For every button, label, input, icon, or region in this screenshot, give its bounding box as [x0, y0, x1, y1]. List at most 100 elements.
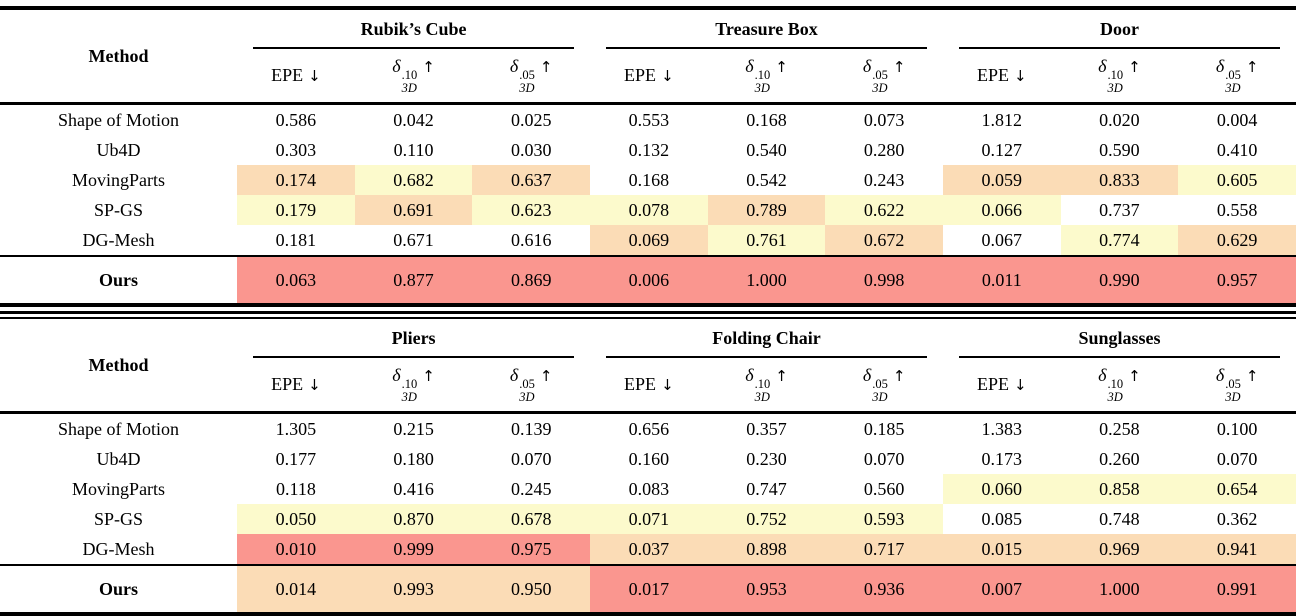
metric-column-header: δ .10 3D ↑: [1061, 358, 1179, 413]
metric-label-epe: EPE: [271, 374, 304, 394]
value-cell: 0.858: [1060, 474, 1179, 504]
delta-dimension: 3D: [872, 81, 888, 95]
value-cell: 0.017: [590, 565, 708, 614]
metric-column-header: EPE ↓: [237, 358, 355, 413]
value-cell: 0.410: [1216, 139, 1258, 160]
delta-dimension: 3D: [754, 81, 770, 95]
value-cell: 0.015: [942, 534, 1061, 565]
value-cell: 0.168: [628, 169, 670, 190]
metric-label-delta: δ: [1098, 364, 1107, 385]
down-arrow-icon: ↓: [1013, 376, 1027, 394]
value-cell: 0.748: [1099, 508, 1140, 529]
up-arrow-icon: ↑: [1245, 366, 1259, 385]
table-row: MovingParts 0.118 0.416 0.245 0.083 0.747 0.56…: [0, 474, 1296, 504]
object-group-header: Pliers: [237, 319, 590, 358]
value-cell: 0.672: [825, 225, 943, 256]
object-group-header: Rubik’s Cube: [237, 8, 590, 49]
down-arrow-icon: ↓: [308, 376, 321, 394]
value-cell: 0.215: [393, 418, 434, 439]
table-row: SP-GS 0.050 0.870 0.678 0.071 0.752 0.593 0.085…: [0, 504, 1296, 534]
value-cell: 0.067: [981, 229, 1023, 250]
down-arrow-icon: ↓: [661, 376, 674, 394]
metric-column-header: δ .10 3D ↑: [708, 49, 826, 104]
value-cell: 0.063: [237, 256, 355, 303]
delta-threshold: .05: [519, 67, 535, 82]
metric-column-header: δ .10 3D ↑: [708, 358, 826, 413]
double-rule-separator: [0, 303, 1296, 319]
metric-label-delta: δ: [1098, 55, 1107, 76]
delta-dimension: 3D: [1107, 81, 1123, 95]
metric-label-epe: EPE: [624, 65, 657, 85]
value-cell: 0.139: [510, 418, 552, 439]
metric-column-header: EPE ↓: [237, 49, 355, 104]
delta-dimension: 3D: [519, 390, 535, 404]
value-cell: 0.362: [1216, 508, 1258, 529]
value-cell: 0.179: [237, 195, 355, 225]
value-cell: 0.833: [1060, 165, 1179, 195]
value-cell: 0.042: [393, 109, 434, 130]
value-cell: 0.014: [237, 565, 355, 614]
value-cell: 0.110: [393, 139, 434, 160]
value-cell: 0.998: [825, 256, 943, 303]
metric-label-delta: δ: [509, 364, 519, 385]
method-column-header: Method: [88, 45, 149, 66]
method-name-cell: Shape of Motion: [58, 109, 180, 130]
value-cell: 0.132: [628, 139, 670, 160]
delta-dimension: 3D: [401, 81, 417, 95]
value-cell: 0.030: [510, 139, 552, 160]
object-name: Sunglasses: [958, 328, 1280, 358]
value-cell: 0.177: [275, 448, 317, 469]
value-cell: 0.230: [746, 448, 787, 469]
value-cell: 0.542: [746, 169, 787, 190]
metric-label-delta: δ: [862, 55, 872, 76]
up-arrow-icon: ↑: [422, 57, 435, 76]
value-cell: 0.083: [628, 478, 670, 499]
value-cell: 0.258: [1099, 418, 1140, 439]
metric-label-epe: EPE: [271, 65, 304, 85]
value-cell: 0.950: [472, 565, 591, 614]
rule-line: [0, 317, 1296, 319]
metric-label-epe: EPE: [624, 374, 657, 394]
value-cell: 1.000: [1060, 565, 1179, 614]
metric-label-delta: δ: [509, 55, 519, 76]
up-arrow-icon: ↑: [539, 57, 553, 76]
object-group-header: Sunglasses: [943, 319, 1296, 358]
value-cell: 0.011: [942, 256, 1061, 303]
delta-sub-sup: .10 3D: [1108, 377, 1124, 405]
value-cell: 0.059: [942, 165, 1061, 195]
delta-threshold: .05: [1225, 67, 1241, 82]
up-arrow-icon: ↑: [892, 366, 906, 385]
value-cell: 1.812: [981, 109, 1023, 130]
rule-line: [0, 303, 1296, 307]
value-cell: 0.069: [590, 225, 708, 256]
delta-sub-sup: .05 3D: [1225, 377, 1241, 405]
value-cell: 1.305: [275, 418, 317, 439]
value-cell: 0.774: [1060, 225, 1179, 256]
method-name-cell: DG-Mesh: [82, 229, 155, 250]
metric-column-header: δ .05 3D ↑: [472, 358, 590, 413]
table-header: Method Pliers Folding Chair Sunglasses EPE ↓ δ…: [0, 319, 1296, 413]
metric-column-header: δ .05 3D ↑: [825, 358, 943, 413]
value-cell: 0.593: [825, 504, 943, 534]
value-cell: 0.560: [863, 478, 905, 499]
object-name: Pliers: [253, 328, 575, 358]
value-cell: 0.654: [1178, 474, 1296, 504]
up-arrow-icon: ↑: [892, 57, 906, 76]
object-group-header: Door: [943, 8, 1296, 49]
value-cell: 0.007: [942, 565, 1061, 614]
value-cell: 0.185: [863, 418, 905, 439]
value-cell: 0.071: [590, 504, 708, 534]
delta-dimension: 3D: [872, 390, 888, 404]
value-cell: 0.747: [746, 478, 787, 499]
table-row: Ours 0.063 0.877 0.869 0.006 1.000 0.998 0.011 0…: [0, 256, 1296, 303]
table-row: MovingParts 0.174 0.682 0.637 0.168 0.542 0.24…: [0, 165, 1296, 195]
table-header: Method Rubik’s Cube Treasure Box Door EPE ↓ δ.…: [0, 8, 1296, 104]
benchmark-table-1: Method Rubik’s Cube Treasure Box Door EPE ↓ δ.…: [0, 6, 1296, 303]
delta-sub-sup: .10 3D: [754, 68, 771, 96]
value-cell: 0.761: [707, 225, 826, 256]
value-cell: 0.037: [590, 534, 708, 565]
ours-row: Ours 0.014 0.993 0.950 0.017 0.953 0.936 0.007 1…: [0, 565, 1296, 614]
value-cell: 0.168: [746, 109, 787, 130]
value-cell: 0.243: [863, 169, 905, 190]
method-name-cell: Ub4D: [96, 139, 141, 160]
